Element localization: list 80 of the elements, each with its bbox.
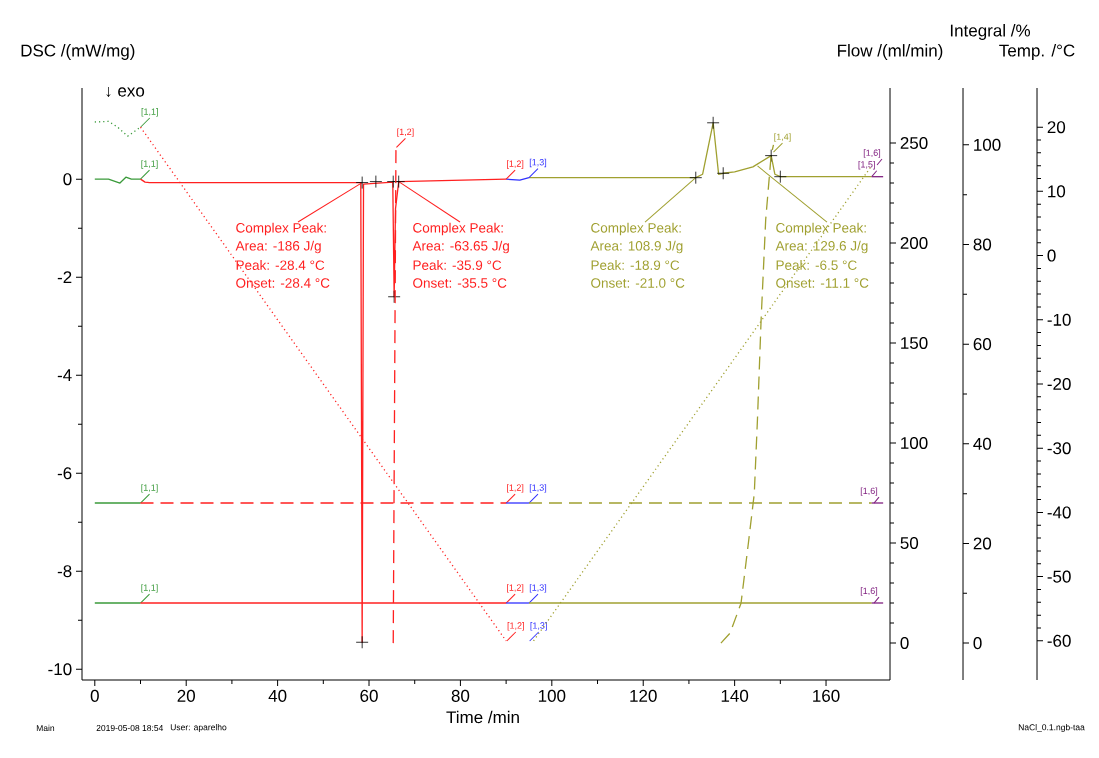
annotation: Onset: -28.4 °C bbox=[236, 278, 330, 288]
annotation: Complex Peak: bbox=[591, 222, 681, 236]
y2-tick-label: 0 bbox=[900, 636, 909, 650]
annotation: [1,1] bbox=[141, 108, 158, 117]
annotation: [1,2] bbox=[507, 622, 524, 631]
annotation: [1,3] bbox=[529, 484, 547, 493]
annotation: [1,2] bbox=[507, 484, 524, 493]
x-tick-label: 20 bbox=[177, 689, 195, 702]
y3-tick-label: 100 bbox=[974, 138, 1001, 151]
y3-tick-label: 60 bbox=[973, 338, 992, 351]
annotation: Complex Peak: bbox=[413, 222, 503, 236]
y2-tick-label: 200 bbox=[900, 236, 928, 250]
annotation: [1,2] bbox=[397, 128, 414, 137]
y-tick-label: 0 bbox=[63, 173, 72, 186]
x-axis-title: Time /min bbox=[446, 710, 519, 724]
annotation: [1,3] bbox=[529, 584, 547, 593]
y2-tick-label: 50 bbox=[900, 536, 919, 550]
y-tick-label: -50 bbox=[1047, 570, 1071, 583]
annotation: [1,5] bbox=[858, 161, 875, 170]
annotation: [1,6] bbox=[860, 587, 878, 596]
y-tick-label: -60 bbox=[1047, 634, 1071, 647]
y-tick-label: 10 bbox=[1048, 185, 1066, 198]
x-tick-label: 120 bbox=[630, 689, 657, 702]
annotation: Area: -186 J/g bbox=[235, 240, 321, 254]
annotation: [1,3] bbox=[529, 158, 547, 168]
y2-tick-label: 250 bbox=[900, 136, 928, 150]
y-tick-label: -20 bbox=[1047, 377, 1071, 391]
x-tick-label: 60 bbox=[360, 689, 378, 702]
y-tick-label: -8 bbox=[57, 565, 72, 578]
y-tick-label: -40 bbox=[1047, 506, 1071, 519]
annotation: Peak: -28.4 °C bbox=[236, 260, 325, 270]
annotation: ↓ exo bbox=[106, 86, 145, 98]
annotation: Complex Peak: bbox=[236, 222, 326, 236]
y2-tick-label: 150 bbox=[901, 336, 928, 350]
y-tick-label: -2 bbox=[57, 271, 72, 284]
annotation: Area: -63.65 J/g bbox=[412, 240, 509, 254]
x-tick-label: 160 bbox=[813, 689, 840, 702]
annotation: Area: 129.6 J/g bbox=[775, 240, 868, 254]
y2-tick-label: 100 bbox=[901, 436, 928, 450]
y-axis-title: DSC /(mW/mg) bbox=[21, 44, 135, 60]
y2-axis-title: Flow /(ml/min) bbox=[838, 44, 943, 60]
annotation: Complex Peak: bbox=[776, 222, 866, 236]
annotation: [1,1] bbox=[141, 160, 158, 169]
annotation: Onset: -11.1 °C bbox=[776, 278, 869, 288]
annotation: [1,4] bbox=[774, 133, 791, 142]
y-tick-label: 20 bbox=[1047, 121, 1066, 134]
annotation: Peak: -6.5 °C bbox=[776, 260, 857, 270]
annotation: [1,2] bbox=[507, 584, 524, 593]
x-tick-label: 100 bbox=[538, 689, 566, 702]
annotation: [1,3] bbox=[530, 622, 547, 631]
annotation: Onset: -35.5 °C bbox=[413, 278, 507, 288]
annotation: Peak: -35.9 °C bbox=[413, 260, 502, 270]
y-axis-title: Temp. /°C bbox=[999, 44, 1075, 60]
annotation: [1,6] bbox=[863, 149, 881, 158]
annotation: Onset: -21.0 °C bbox=[591, 278, 685, 288]
y-tick-label: -10 bbox=[1047, 313, 1071, 326]
annotation: Area: 108.9 J/g bbox=[590, 240, 683, 254]
x-tick-label: 140 bbox=[721, 689, 749, 702]
annotation: [1,2] bbox=[507, 160, 524, 169]
y3-axis-title: Integral /% bbox=[950, 24, 1031, 40]
x-tick-label: 80 bbox=[451, 689, 470, 702]
y3-tick-label: 0 bbox=[973, 637, 982, 650]
annotation: [1,1] bbox=[141, 484, 158, 493]
y3-tick-label: 40 bbox=[973, 437, 992, 450]
y-tick-label: -30 bbox=[1047, 442, 1071, 455]
y-tick-label: -6 bbox=[57, 467, 72, 480]
y-tick-label: -10 bbox=[48, 663, 72, 676]
y3-tick-label: 80 bbox=[973, 238, 992, 251]
y-tick-label: -4 bbox=[57, 369, 72, 382]
text: NaCl_0.1.ngb-taa bbox=[1018, 724, 1085, 732]
x-tick-label: 0 bbox=[90, 689, 99, 702]
y3-tick-label: 20 bbox=[973, 537, 992, 550]
x-tick-label: 40 bbox=[268, 689, 287, 702]
text: User: aparelho bbox=[170, 724, 227, 732]
annotation: [1,1] bbox=[141, 584, 158, 593]
y-tick-label: 0 bbox=[1047, 249, 1056, 262]
text: 2019-05-08 18:54 bbox=[96, 725, 164, 731]
annotation: [1,6] bbox=[860, 487, 878, 496]
annotation: Peak: -18.9 °C bbox=[591, 260, 680, 270]
text: Main bbox=[36, 724, 55, 732]
